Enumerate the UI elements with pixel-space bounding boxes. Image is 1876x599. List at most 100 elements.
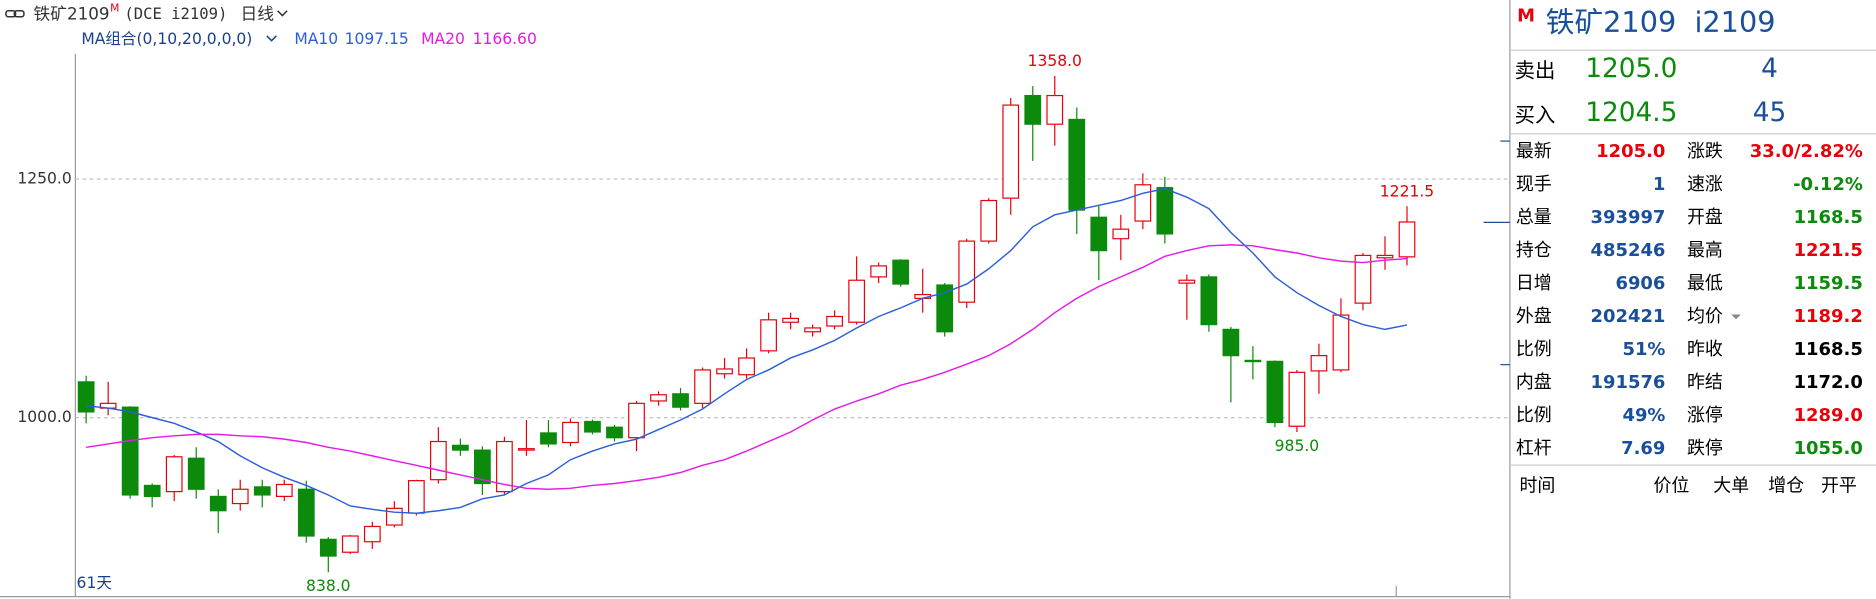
- chevron: [266, 35, 277, 42]
- price-annotation: 838.0: [306, 577, 350, 595]
- quote-value: 51%: [1622, 339, 1665, 360]
- sell-volume: 4: [1761, 54, 1778, 84]
- legend-value: 1097.15: [345, 30, 409, 48]
- column-header: 增仓: [1768, 476, 1804, 497]
- candle-body: [804, 327, 821, 333]
- column-header: 价位: [1653, 476, 1689, 497]
- dropdown-icon: [1731, 314, 1741, 320]
- price-annotation: 985.0: [1275, 437, 1319, 455]
- quote-label: 开盘: [1687, 207, 1723, 228]
- buy-label: 买入: [1515, 103, 1556, 127]
- quote-value: 7.69: [1621, 438, 1665, 459]
- candle-body: [1156, 187, 1174, 235]
- quote-value: 1205.0: [1596, 141, 1665, 162]
- candle-body: [143, 484, 161, 497]
- quote-label: 最新: [1516, 141, 1552, 162]
- candle-body: [1288, 371, 1306, 427]
- candle-body: [694, 369, 711, 404]
- quote-title: 铁矿2109 i2109: [1546, 5, 1776, 39]
- quote-value: 33.0/2.82%: [1750, 141, 1863, 162]
- quote-value: 49%: [1622, 405, 1665, 426]
- candle-body: [628, 402, 645, 439]
- candle-body: [1134, 184, 1152, 222]
- candle-body: [738, 357, 755, 376]
- candle-body: [1332, 314, 1350, 371]
- sell-label: 卖出: [1515, 59, 1556, 83]
- legend-title: MA组合(0,10,20,0,0,0): [81, 30, 252, 48]
- price-annotation: 1358.0: [1028, 52, 1082, 70]
- column-header: 时间: [1519, 476, 1555, 497]
- chevron: [277, 10, 288, 17]
- quote-label: 昨结: [1687, 372, 1723, 393]
- candle-body: [1112, 228, 1130, 240]
- quote-label: 比例: [1516, 339, 1552, 360]
- candle-body: [429, 440, 447, 481]
- candle-body: [341, 535, 359, 553]
- candle-body: [1310, 355, 1328, 372]
- quote-value: 1168.5: [1794, 339, 1863, 360]
- quote-value: 1189.2: [1794, 306, 1863, 327]
- ma-line: [86, 187, 1408, 514]
- quote-label: 最高: [1687, 240, 1723, 261]
- symbol-badge: M: [110, 1, 119, 14]
- candle-body: [1046, 94, 1064, 125]
- candle-body: [77, 381, 95, 413]
- quote-value: 1: [1653, 174, 1665, 195]
- quote-value: 1159.5: [1794, 273, 1863, 294]
- quote-value: 485246: [1591, 240, 1666, 261]
- candle-body: [1222, 328, 1240, 357]
- buy-volume: 45: [1753, 98, 1786, 128]
- candle-body: [1200, 276, 1218, 326]
- candle-body: [1376, 254, 1394, 259]
- candle-body: [650, 394, 667, 402]
- candle-body: [253, 486, 271, 496]
- legend-value: 1166.60: [473, 30, 537, 48]
- quote-label: 涨停: [1687, 405, 1723, 426]
- quote-value: 191576: [1591, 372, 1666, 393]
- quote-value: -0.12%: [1793, 174, 1863, 195]
- quote-label: 外盘: [1516, 306, 1552, 327]
- candle-body: [1090, 216, 1108, 252]
- candle-body: [1354, 254, 1372, 304]
- quote-value: 1172.0: [1794, 372, 1863, 393]
- candle-body: [363, 525, 381, 543]
- quote-label: 内盘: [1516, 372, 1552, 393]
- candle-body: [1178, 279, 1196, 284]
- candle-body: [672, 393, 689, 408]
- candle-body: [231, 488, 249, 505]
- y-tick-label: 1000.0: [17, 408, 71, 426]
- quote-value: 1055.0: [1794, 438, 1863, 459]
- candle-body: [165, 456, 183, 493]
- legend-name: MA10: [294, 30, 338, 48]
- quote-label: 跌停: [1687, 438, 1723, 459]
- quote-label: 现手: [1516, 174, 1552, 195]
- buy-price: 1204.5: [1585, 98, 1677, 128]
- candle-body: [474, 449, 491, 485]
- candle-body: [826, 315, 844, 327]
- quote-badge: M: [1517, 6, 1535, 27]
- candle-body: [518, 448, 535, 451]
- candle-body: [782, 317, 799, 323]
- price-annotation: 1221.5: [1380, 182, 1434, 200]
- y-tick-label: 1250.0: [17, 170, 71, 188]
- candle-body: [297, 488, 315, 537]
- period-selector[interactable]: 日线: [240, 3, 274, 23]
- candle-body: [584, 420, 601, 433]
- candle-body: [1002, 104, 1020, 199]
- candle-body: [209, 495, 227, 512]
- period-label: 61天: [77, 574, 112, 592]
- sell-price: 1205.0: [1585, 54, 1677, 84]
- candle-body: [496, 440, 513, 493]
- symbol-code: (DCE i2109): [124, 5, 227, 23]
- candle-body: [892, 259, 910, 285]
- column-header: 开平: [1821, 476, 1857, 497]
- candle-body: [1244, 359, 1262, 363]
- quote-value: 1221.5: [1794, 240, 1863, 261]
- quote-value: 1168.5: [1794, 207, 1863, 228]
- quote-value: 202421: [1591, 306, 1666, 327]
- quote-value: 1289.0: [1794, 405, 1863, 426]
- candle-body: [452, 444, 469, 451]
- candle-body: [1068, 118, 1086, 211]
- quote-label: 昨收: [1687, 339, 1723, 360]
- symbol-name: 铁矿2109: [34, 3, 110, 23]
